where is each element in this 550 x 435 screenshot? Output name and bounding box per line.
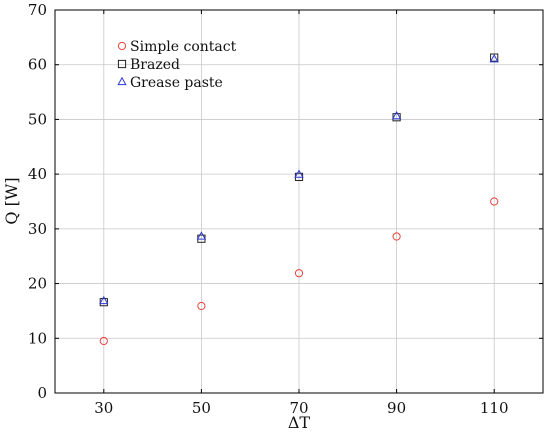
x-tick-label: 50 <box>192 399 211 417</box>
simple-contact-point <box>99 336 108 346</box>
data-points <box>99 53 499 346</box>
grease-paste-point <box>294 169 304 178</box>
legend-marker-brazed <box>117 59 127 69</box>
y-tick-label: 70 <box>28 1 47 19</box>
grease-paste-point <box>196 231 207 240</box>
simple-contact-point <box>294 269 304 278</box>
y-tick-label: 0 <box>37 384 47 402</box>
legend-label-grease-paste: Grease paste <box>130 75 223 91</box>
simple-contact-point <box>197 301 206 311</box>
y-tick-label: 20 <box>28 275 47 293</box>
y-tick-label: 40 <box>28 165 47 183</box>
grease-paste-point <box>391 110 402 120</box>
grid <box>55 9 543 394</box>
y-axis-title: Q [W] <box>2 177 21 224</box>
x-tick-label: 90 <box>387 399 406 417</box>
y-tick-label: 10 <box>28 329 47 347</box>
legend-label-simple-contact: Simple contact <box>130 39 237 55</box>
grease-paste-point <box>99 295 109 305</box>
legend-label-brazed: Brazed <box>130 57 180 73</box>
legend: Simple contact Brazed Grease paste <box>117 39 237 91</box>
brazed-point <box>99 298 108 307</box>
x-tick-label: 30 <box>94 399 113 417</box>
grease-paste-point <box>489 54 499 63</box>
brazed-point <box>490 53 499 62</box>
simple-contact-point <box>490 197 499 206</box>
legend-marker-simple-contact <box>117 41 127 51</box>
x-tick-label: 110 <box>480 399 509 417</box>
y-tick-label: 60 <box>28 56 47 74</box>
brazed-point <box>392 113 401 122</box>
y-tick-label: 30 <box>28 220 47 238</box>
x-axis-title: ΔT <box>288 413 311 432</box>
x-tick-label: 70 <box>289 399 308 417</box>
y-tick-label: 50 <box>28 110 47 128</box>
legend-marker-grease-paste <box>117 76 127 86</box>
axis-ticks: 30 50 70 90 110 0 10 20 30 40 50 60 70 <box>28 1 543 417</box>
simple-contact-point <box>392 232 401 241</box>
